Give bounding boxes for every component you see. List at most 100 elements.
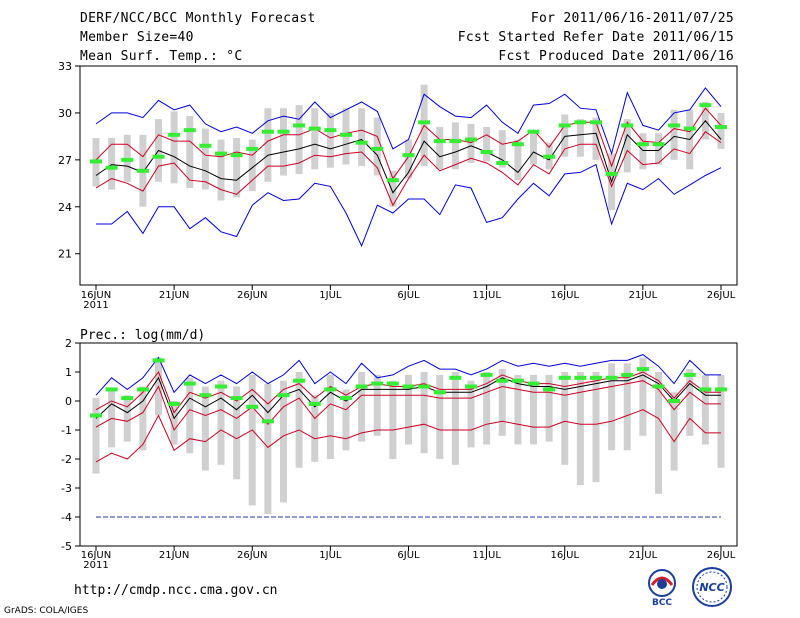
spread-bar [311, 108, 319, 170]
spread-bar [342, 389, 350, 451]
spread-bar [451, 372, 459, 465]
green-mark [340, 132, 352, 137]
green-mark [511, 142, 524, 147]
green-mark [543, 154, 556, 159]
spread-bar [498, 369, 506, 436]
spread-bar [358, 372, 366, 442]
spread-bar [717, 374, 725, 468]
refer-date: Fcst Started Refer Date 2011/06/15 [457, 30, 734, 45]
spread-bar [530, 131, 537, 165]
spread-bar [389, 170, 397, 207]
spread-bar [405, 139, 412, 179]
green-mark [324, 387, 337, 392]
series-max [95, 87, 722, 156]
x-tick-label: 26JUL [707, 290, 736, 301]
green-mark [636, 367, 649, 372]
green-mark [371, 146, 384, 151]
spread-bar [186, 116, 194, 189]
series-lower [95, 380, 721, 432]
x-tick-label: 6JUL [397, 290, 420, 301]
green-mark [465, 137, 477, 142]
spread-bar [655, 372, 662, 494]
green-mark [277, 129, 290, 134]
x-tick-label: 21JUL [629, 290, 658, 301]
y-tick-label: 24 [58, 201, 72, 214]
x-tick-label: 2011 [83, 560, 108, 571]
green-mark [652, 142, 665, 147]
spread-bar [233, 137, 241, 198]
x-tick-label: 1JUL [319, 550, 342, 561]
green-mark [652, 384, 665, 389]
green-mark [668, 399, 681, 403]
green-mark [246, 404, 259, 409]
green-mark [308, 126, 321, 131]
spread-bar [248, 374, 256, 506]
green-mark [386, 381, 399, 386]
spread-bar [373, 117, 381, 176]
green-mark [496, 378, 509, 383]
green-mark [621, 123, 634, 128]
spread-bar [686, 369, 694, 436]
precip-panel-title: Prec.: log(mm/d) [80, 328, 205, 343]
x-tick-label: 11JUL [472, 550, 501, 561]
spread-bar [280, 380, 287, 503]
grads-credit: GrADS: COLA/IGES [4, 606, 89, 616]
bcc-logo-text: BCC [652, 598, 672, 607]
x-tick-label: 16JUL [550, 550, 579, 561]
y-tick-label: -1 [61, 424, 72, 437]
green-mark [215, 384, 227, 389]
spread-bar [280, 108, 287, 176]
spread-bar [608, 363, 616, 451]
forecast-period: For 2011/06/16-2011/07/25 [530, 11, 734, 26]
y-tick-label: -5 [61, 540, 72, 553]
green-mark [215, 151, 227, 156]
green-mark [683, 126, 696, 131]
chart-title: DERF/NCC/BCC Monthly Forecast [80, 11, 316, 26]
green-mark [715, 125, 727, 130]
green-mark [293, 378, 306, 383]
spread-bar [108, 137, 116, 190]
spread-bar [576, 372, 584, 486]
green-mark [590, 120, 602, 125]
green-mark [668, 123, 681, 128]
produced-date: Fcst Produced Date 2011/06/16 [498, 49, 734, 64]
spread-bar [530, 374, 537, 445]
green-mark [168, 132, 181, 137]
y-tick-label: 27 [58, 154, 72, 167]
green-mark [605, 375, 618, 380]
green-mark [699, 387, 712, 392]
spread-bar [670, 392, 678, 471]
spread-bar [592, 372, 600, 483]
source-url[interactable]: http://cmdp.ncc.cma.gov.cn [74, 583, 278, 598]
series-mean [95, 374, 721, 420]
green-mark [355, 140, 368, 145]
spread-bar [170, 111, 178, 184]
x-tick-label: 16JUL [550, 290, 579, 301]
green-mark [418, 384, 431, 389]
spread-bar [311, 395, 319, 462]
spread-bar [467, 123, 475, 163]
x-tick-label: 1JUL [319, 290, 342, 301]
x-tick-label: 16JUN [81, 550, 111, 561]
spread-bar [186, 377, 194, 454]
y-tick-label: 2 [65, 337, 72, 350]
green-mark [105, 165, 118, 170]
spread-bar [217, 139, 225, 201]
spread-bar [701, 374, 709, 445]
spread-bar [639, 357, 647, 436]
spread-bar [670, 109, 678, 160]
spread-bar [217, 380, 225, 465]
spread-bar [592, 117, 600, 160]
x-tick-label: 11JUL [472, 290, 501, 301]
spread-bar [233, 386, 241, 480]
member-size: Member Size=40 [80, 30, 194, 45]
spread-bar [123, 395, 131, 442]
spread-bar [483, 127, 491, 162]
green-mark [558, 123, 571, 128]
green-mark [386, 178, 399, 183]
green-mark [105, 387, 118, 392]
x-tick-label: 21JUN [159, 290, 189, 301]
green-mark [527, 129, 540, 134]
green-mark [449, 139, 462, 144]
spread-bar [514, 374, 522, 445]
